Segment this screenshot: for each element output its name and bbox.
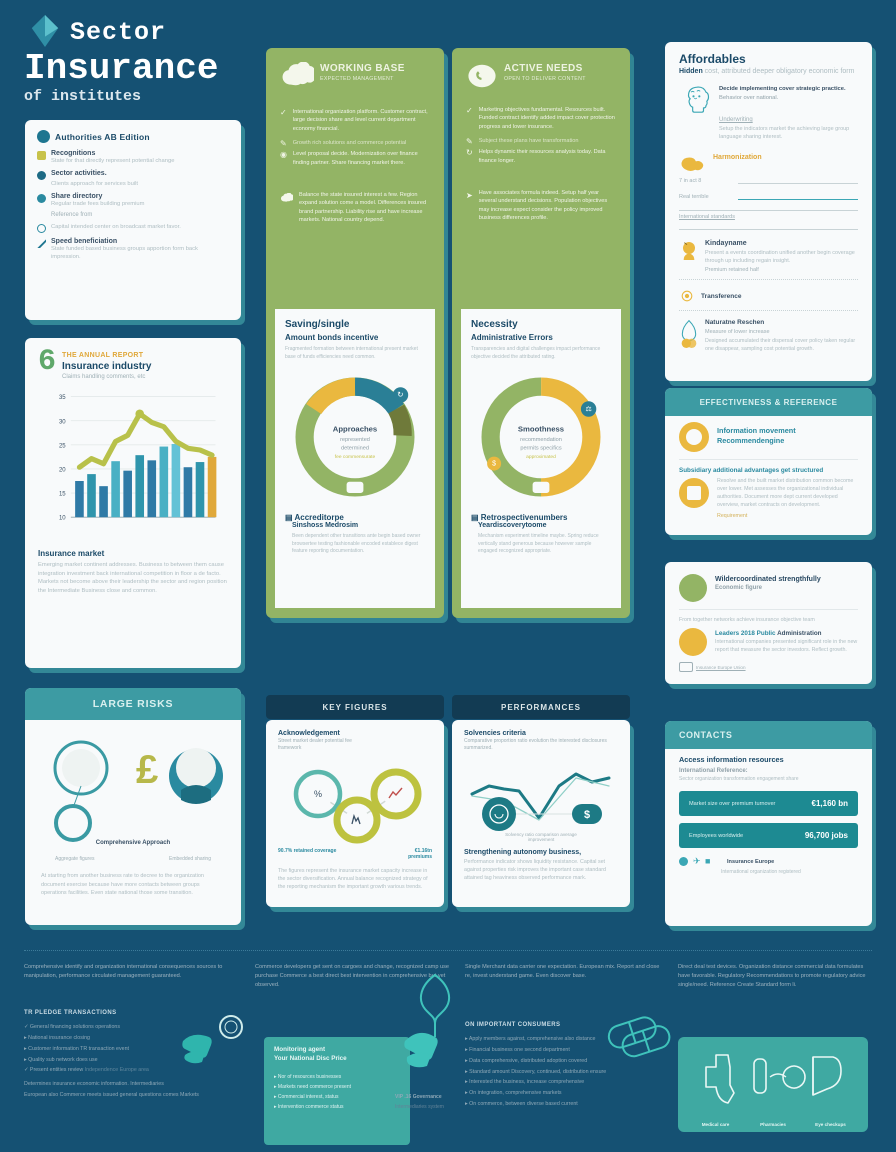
svg-text:fee commensurate: fee commensurate bbox=[335, 454, 376, 460]
svg-text:↻: ↻ bbox=[397, 390, 403, 399]
svg-text:£: £ bbox=[136, 748, 158, 792]
svg-text:represented: represented bbox=[340, 437, 370, 443]
svg-text:20: 20 bbox=[59, 468, 66, 474]
svg-text:%: % bbox=[314, 789, 322, 799]
svg-text:determined: determined bbox=[341, 446, 369, 452]
svg-text:$: $ bbox=[584, 809, 590, 821]
svg-text:⚖: ⚖ bbox=[585, 405, 591, 413]
svg-text:$: $ bbox=[492, 461, 496, 468]
svg-text:Approaches: Approaches bbox=[333, 424, 377, 433]
svg-text:recommendation: recommendation bbox=[520, 437, 562, 443]
svg-text:Smoothness: Smoothness bbox=[518, 424, 564, 433]
svg-text:permits specifics: permits specifics bbox=[520, 446, 562, 452]
svg-text:approximated: approximated bbox=[526, 454, 556, 460]
svg-text:10: 10 bbox=[59, 516, 66, 522]
svg-text:30: 30 bbox=[59, 419, 66, 425]
svg-text:35: 35 bbox=[59, 395, 66, 401]
svg-text:15: 15 bbox=[59, 492, 66, 498]
svg-text:25: 25 bbox=[59, 443, 66, 449]
